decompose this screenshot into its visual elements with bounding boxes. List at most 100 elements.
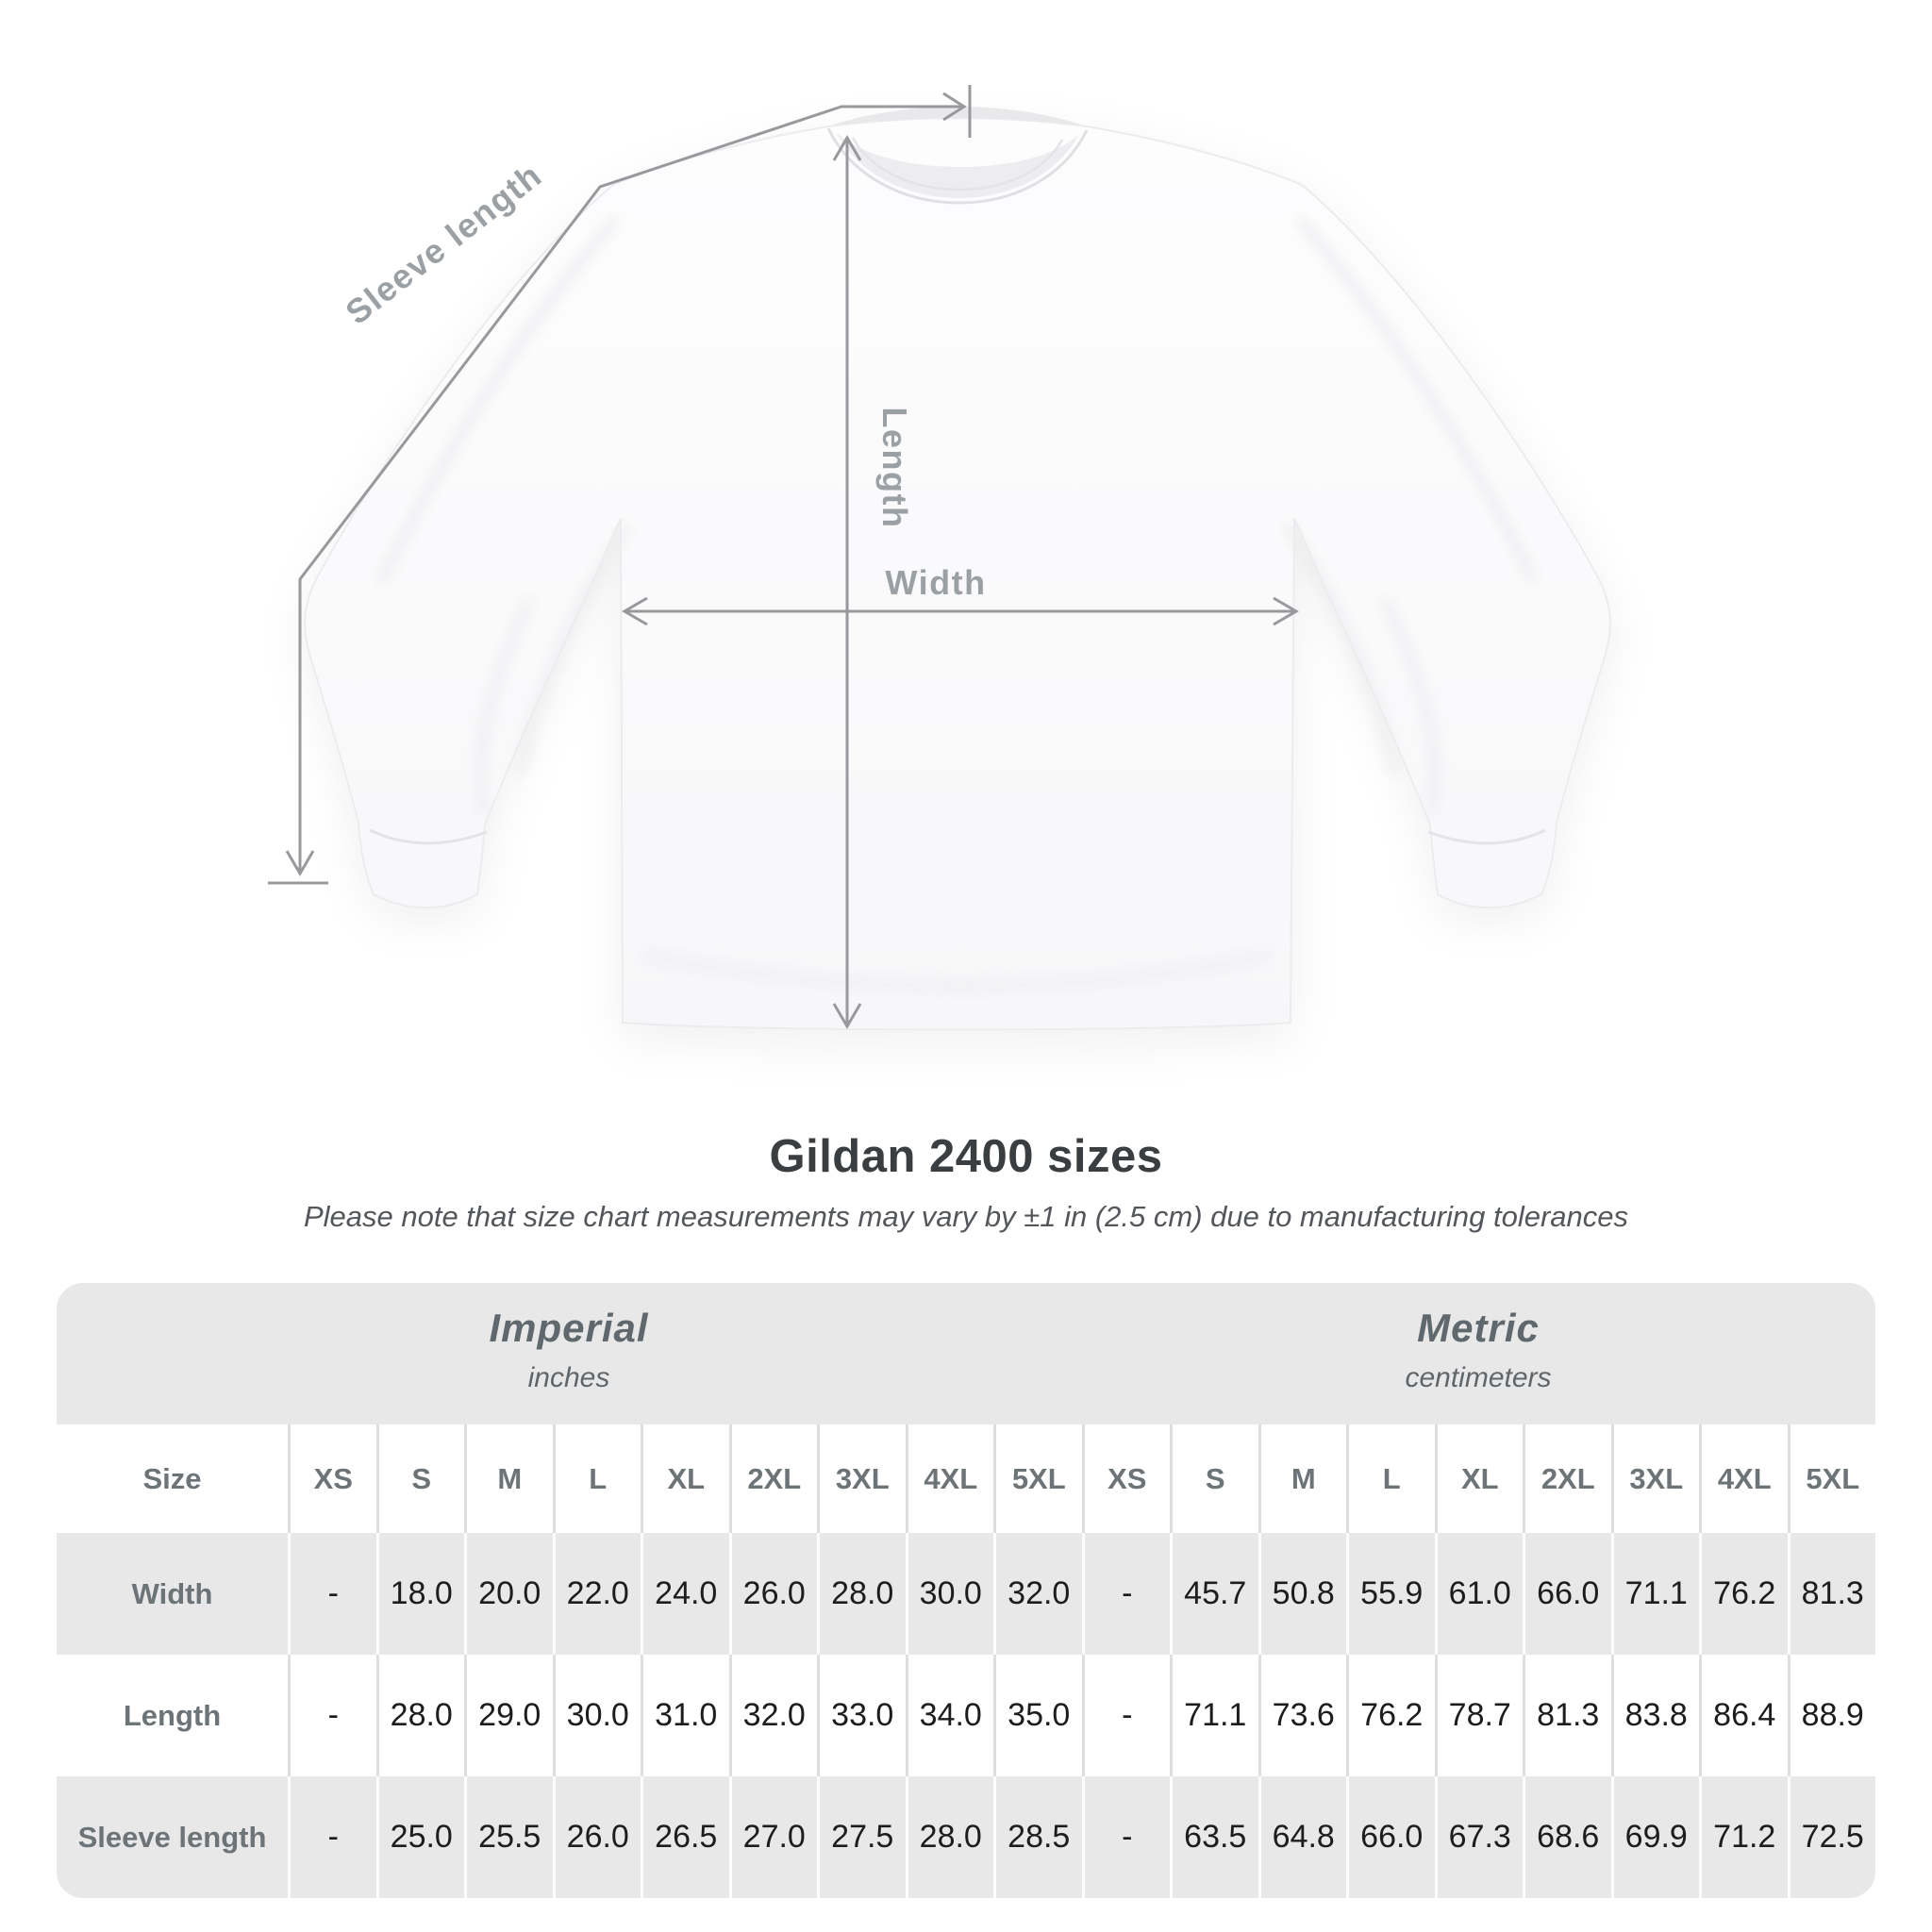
metric-section-unit: centimeters xyxy=(1405,1362,1552,1393)
table-value-cell: - xyxy=(288,1533,376,1655)
column-header-imperial-m: M xyxy=(464,1424,553,1533)
table-value-cell: 34.0 xyxy=(905,1655,994,1776)
table-value-cell: 72.5 xyxy=(1787,1776,1876,1898)
table-value-cell: 30.0 xyxy=(905,1533,994,1655)
column-header-metric-5xl: 5XL xyxy=(1787,1424,1876,1533)
sleeve-length-line xyxy=(298,105,964,872)
shirt-measurement-diagram: Sleeve length Length Width xyxy=(268,85,1611,1031)
table-value-cell: 35.0 xyxy=(993,1655,1082,1776)
table-value-cell: 18.0 xyxy=(375,1533,465,1655)
column-header-imperial-5xl: 5XL xyxy=(993,1424,1082,1533)
table-value-cell: 76.2 xyxy=(1699,1533,1788,1655)
table-value-cell: 32.0 xyxy=(993,1533,1082,1655)
table-header-row: Size XS S M L XL 2XL 3XL 4XL 5XL XS S M L XL 2XL 3XL 4XL 5… xyxy=(57,1424,1875,1533)
table-value-cell: 30.0 xyxy=(552,1655,641,1776)
table-value-cell: 73.6 xyxy=(1257,1655,1347,1776)
column-header-imperial-3xl: 3XL xyxy=(817,1424,906,1533)
imperial-section-unit: inches xyxy=(527,1362,610,1393)
row-label: Width xyxy=(131,1576,213,1610)
column-header-metric-3xl: 3XL xyxy=(1610,1424,1700,1533)
table-value-cell: 78.7 xyxy=(1434,1655,1524,1776)
table-value-cell: 25.0 xyxy=(375,1776,465,1898)
table-rows: Size XS S M L XL 2XL 3XL 4XL 5XL XS S M L XL 2XL 3XL 4XL 5… xyxy=(57,1424,1875,1898)
table-value-cell: 25.5 xyxy=(464,1776,553,1898)
measurement-annotations xyxy=(268,85,1299,1029)
table-value-cell: 81.3 xyxy=(1523,1655,1611,1776)
table-value-cell: 83.8 xyxy=(1610,1655,1700,1776)
table-value-cell: - xyxy=(1081,1533,1171,1655)
column-header-metric-l: L xyxy=(1346,1424,1435,1533)
collar-back xyxy=(828,107,1087,126)
table-value-cell: - xyxy=(288,1655,376,1776)
collar-rib-outer xyxy=(826,127,1089,205)
table-value-cell: 61.0 xyxy=(1434,1533,1524,1655)
table-value-cell: 68.6 xyxy=(1523,1776,1611,1898)
table-value-cell: 66.0 xyxy=(1346,1776,1435,1898)
length-label: Length xyxy=(875,408,914,529)
width-measure xyxy=(622,596,1299,626)
table-value-cell: 88.9 xyxy=(1787,1655,1876,1776)
table-value-cell: 33.0 xyxy=(817,1655,906,1776)
width-label: Width xyxy=(885,563,986,602)
row-label: Length xyxy=(123,1698,222,1732)
length-measure xyxy=(832,135,862,1029)
table-value-cell: 86.4 xyxy=(1699,1655,1788,1776)
imperial-section-title: Imperial xyxy=(489,1306,649,1350)
column-header-metric-s: S xyxy=(1170,1424,1258,1533)
sleeve-length-measure xyxy=(268,85,972,885)
page-title: Gildan 2400 sizes xyxy=(769,1131,1163,1182)
column-header-metric-2xl: 2XL xyxy=(1523,1424,1611,1533)
table-value-cell: 67.3 xyxy=(1434,1776,1524,1898)
table-value-cell: - xyxy=(1081,1655,1171,1776)
table-value-cell: 26.0 xyxy=(552,1776,641,1898)
table-value-cell: 64.8 xyxy=(1257,1776,1347,1898)
table-value-cell: 31.0 xyxy=(641,1655,729,1776)
collar-opening-shadow xyxy=(836,132,1079,199)
table-row-length: Length -28.0 29.0 30.0 31.0 32.0 33.0 34.0 35.0-… xyxy=(57,1655,1875,1776)
imperial-section-header: Imperial inches xyxy=(57,1283,1081,1424)
right-cuff-seam xyxy=(1427,828,1546,845)
page-subtitle: Please note that size chart measurements… xyxy=(303,1200,1629,1233)
table-row-sleeve-length: Sleeve length -25.0 25.5 26.0 26.5 27.0 27.5 28… xyxy=(57,1776,1875,1898)
column-header-imperial-xs: XS xyxy=(288,1424,376,1533)
column-header-imperial-4xl: 4XL xyxy=(905,1424,994,1533)
table-value-cell: - xyxy=(288,1776,376,1898)
table-value-cell: 24.0 xyxy=(641,1533,729,1655)
column-header-metric-4xl: 4XL xyxy=(1699,1424,1788,1533)
metric-section-header: Metric centimeters xyxy=(1081,1283,1875,1424)
table-value-cell: 45.7 xyxy=(1170,1533,1258,1655)
table-value-cell: 76.2 xyxy=(1346,1655,1435,1776)
table-value-cell: 71.1 xyxy=(1170,1655,1258,1776)
sleeve-length-arrow-cuff xyxy=(285,850,315,876)
column-header-imperial-xl: XL xyxy=(641,1424,729,1533)
table-value-cell: 71.1 xyxy=(1610,1533,1700,1655)
width-arrow-right xyxy=(1273,596,1299,626)
table-row-width: Width -18.0 20.0 22.0 24.0 26.0 28.0 30.0 32.0-4… xyxy=(57,1533,1875,1655)
title-block: Gildan 2400 sizes Please note that size … xyxy=(0,1130,1932,1234)
table-value-cell: 32.0 xyxy=(728,1655,818,1776)
table-value-cell: 71.2 xyxy=(1699,1776,1788,1898)
table-value-cell: 63.5 xyxy=(1170,1776,1258,1898)
table-value-cell: 69.9 xyxy=(1610,1776,1700,1898)
shirt-illustration xyxy=(304,107,1611,1031)
column-header-metric-xl: XL xyxy=(1434,1424,1524,1533)
length-arrow-bottom xyxy=(832,1003,862,1029)
table-value-cell: - xyxy=(1081,1776,1171,1898)
table-value-cell: 28.0 xyxy=(375,1655,465,1776)
size-table: Imperial inches Metric centimeters Size X… xyxy=(57,1283,1875,1898)
column-header-metric-xs: XS xyxy=(1081,1424,1171,1533)
table-value-cell: 28.0 xyxy=(817,1533,906,1655)
width-arrow-left xyxy=(622,596,648,626)
column-header-imperial-s: S xyxy=(375,1424,465,1533)
table-value-cell: 28.0 xyxy=(905,1776,994,1898)
row-label: Sleeve length xyxy=(77,1820,267,1854)
column-header-imperial-2xl: 2XL xyxy=(728,1424,818,1533)
shirt-shading xyxy=(378,218,1537,992)
column-header-imperial-l: L xyxy=(552,1424,641,1533)
table-value-cell: 27.5 xyxy=(817,1776,906,1898)
table-value-cell: 26.5 xyxy=(641,1776,729,1898)
shirt-silhouette xyxy=(304,117,1611,1031)
length-arrow-top xyxy=(832,135,862,161)
metric-section-title: Metric xyxy=(1417,1306,1540,1350)
